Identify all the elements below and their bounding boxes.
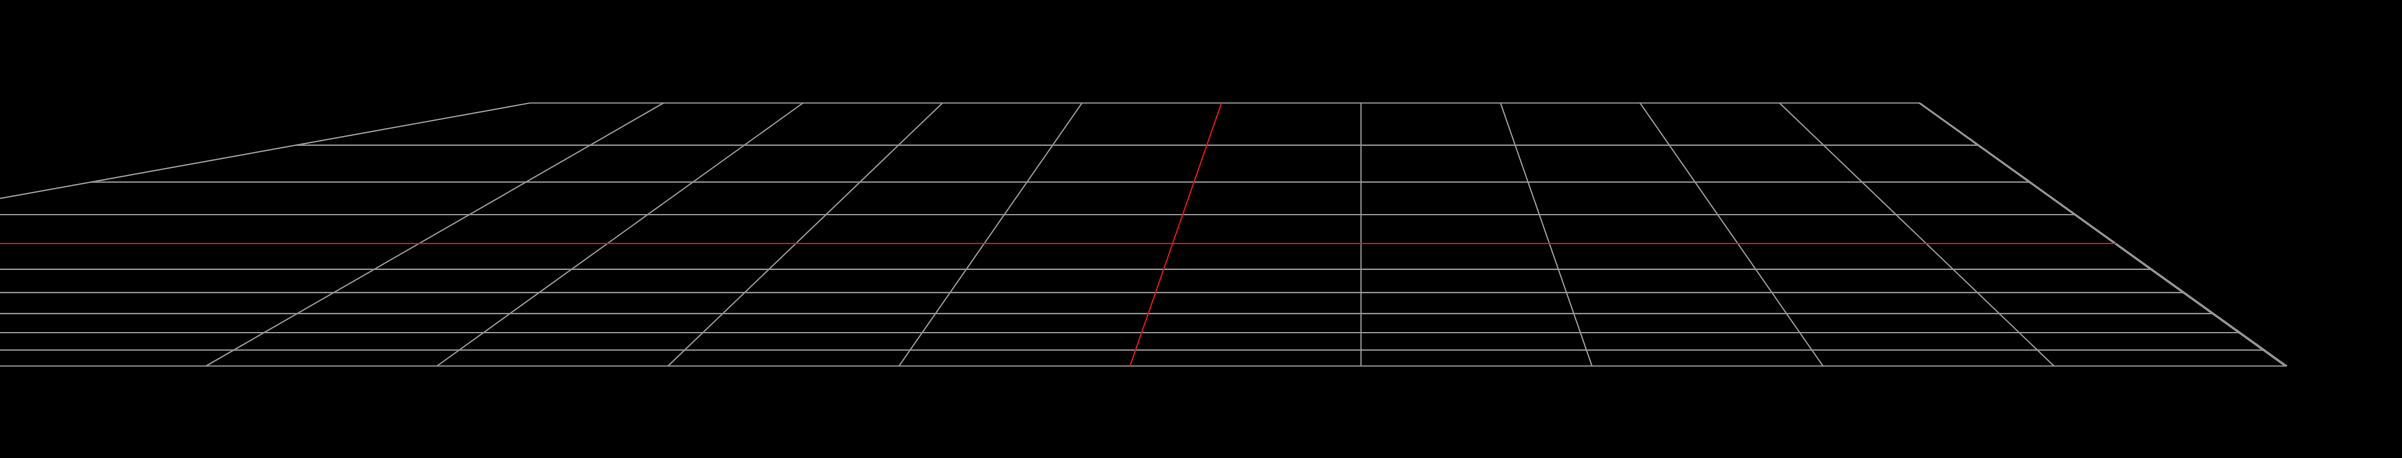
grid-line-vertical [1499, 102, 1593, 367]
axis-lines [0, 102, 2117, 367]
grid-lines [0, 102, 2288, 367]
grid-line-vertical [1639, 102, 1824, 367]
grid-line-vertical [898, 102, 1083, 367]
grid-line-vertical [1779, 102, 2055, 367]
grid-line-vertical [667, 102, 943, 367]
grid-line-vertical [1918, 102, 2286, 367]
grid-line-vertical [205, 102, 664, 367]
z-axis-line [1129, 102, 1223, 367]
grid-border-left [0, 102, 531, 200]
grid-line-vertical [436, 102, 804, 367]
grid-border-right [1919, 102, 2288, 367]
